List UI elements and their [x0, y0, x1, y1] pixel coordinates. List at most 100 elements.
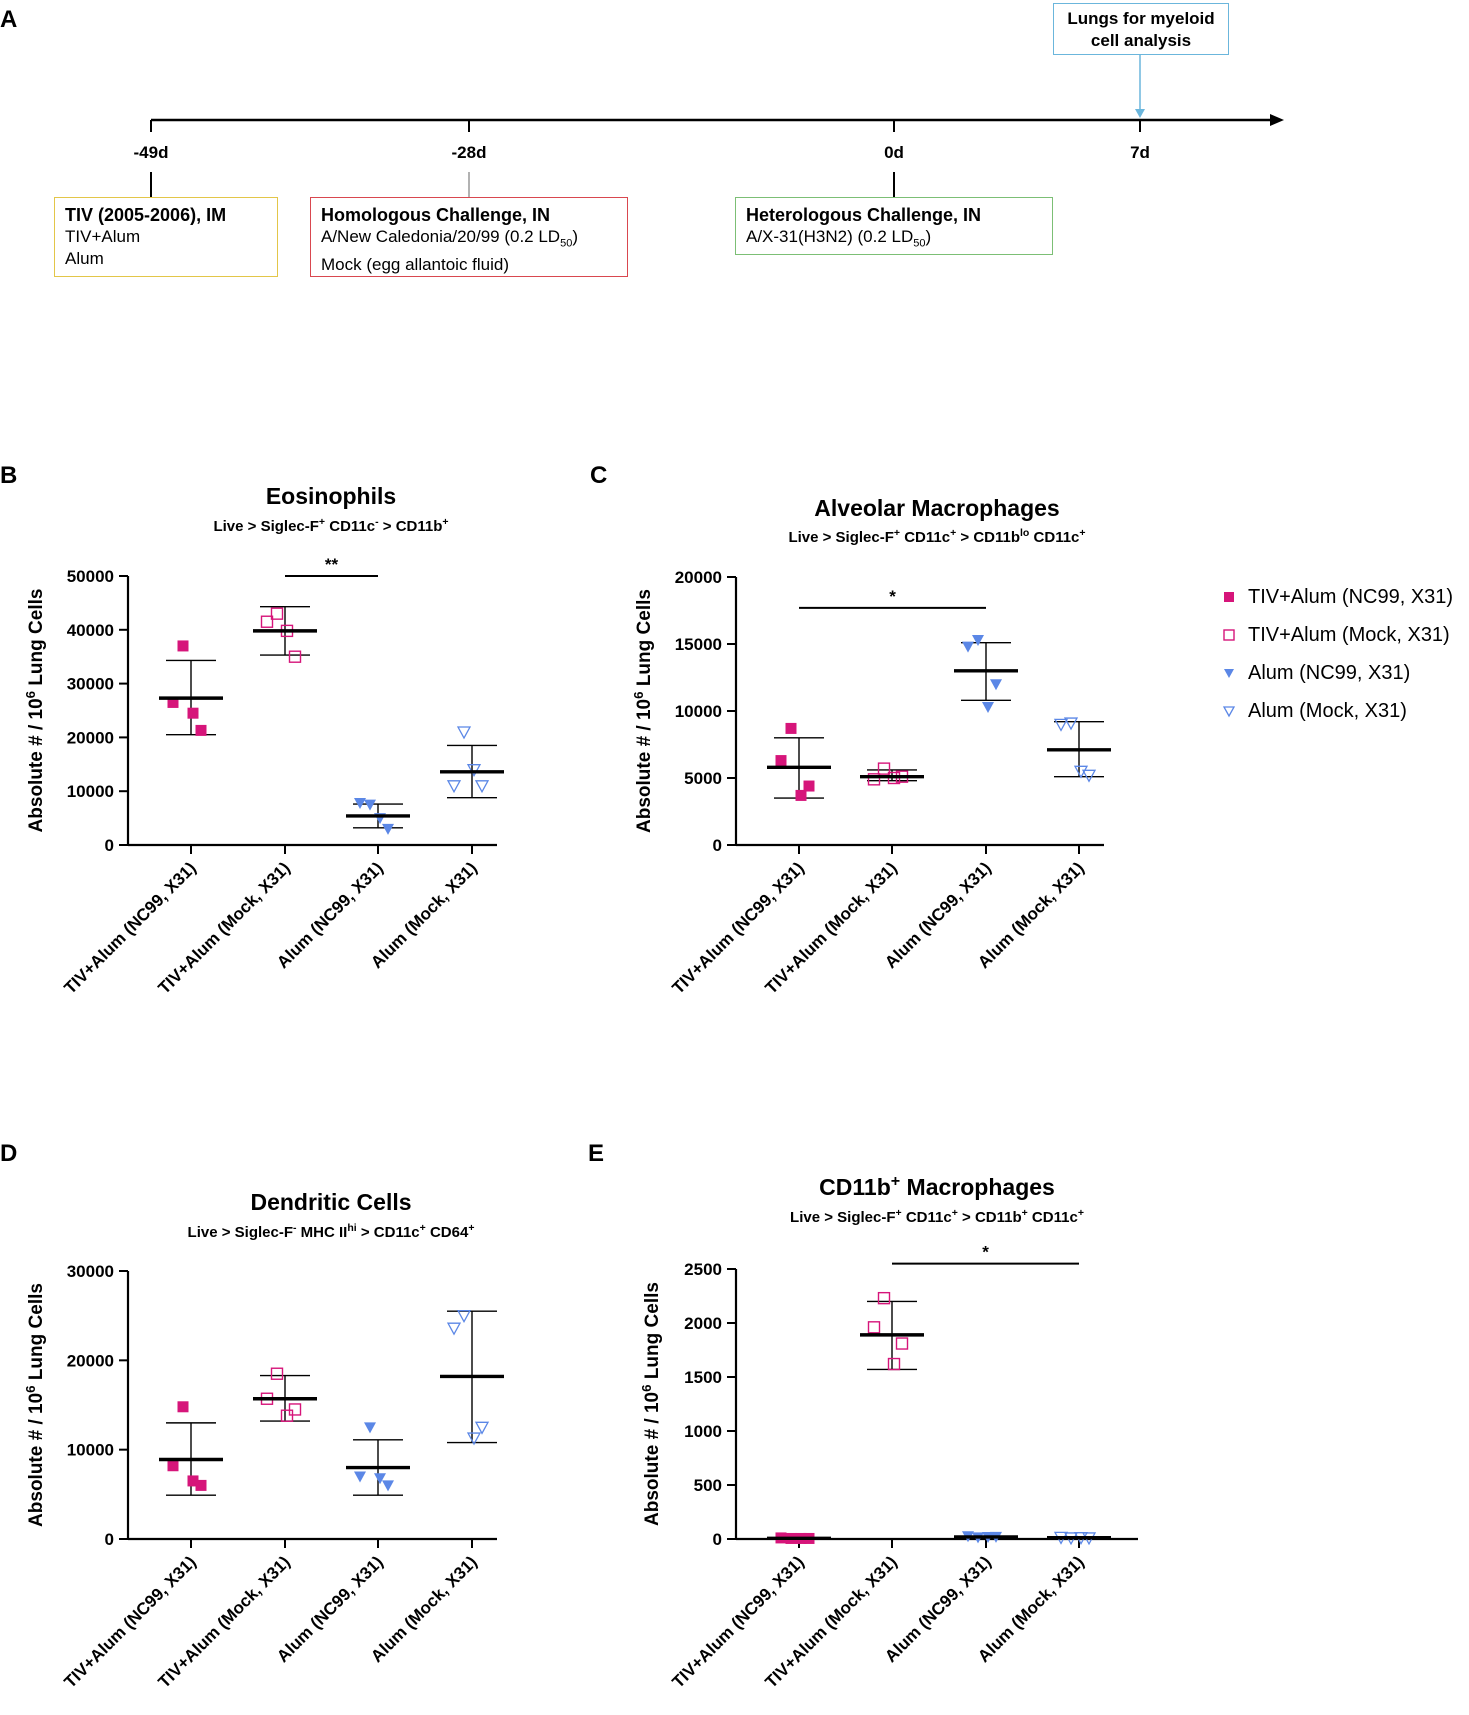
- chart-subtitle-superscript: +: [896, 1207, 902, 1219]
- x-tick-label: Alum (Mock, X31): [367, 858, 481, 972]
- y-tick-label: 30000: [67, 675, 114, 694]
- data-point: [195, 724, 207, 736]
- box-homologous-close: ): [572, 227, 579, 246]
- chart-subtitle: Live > Siglec-F+ CD11c+ > CD11blo CD11c+: [788, 527, 1085, 546]
- data-point: [288, 650, 302, 663]
- y-axis-label-segment: Absolute # / 10: [26, 698, 47, 832]
- data-point: [456, 726, 472, 740]
- data-point: [785, 722, 797, 734]
- chart-subtitle-segment: MHC II: [297, 1224, 348, 1241]
- box-homologous-line-1: A/New Caledonia/20/99 (0.2 LD50): [321, 226, 617, 254]
- legend-item: TIV+Alum (NC99, X31): [1210, 578, 1453, 616]
- y-axis-label-superscript: 6: [639, 1384, 654, 1391]
- chart-title: CD11b+ Macrophages: [819, 1172, 1055, 1200]
- y-tick-label: 20000: [67, 1351, 114, 1370]
- data-point: [446, 1322, 462, 1336]
- data-point: [1063, 717, 1079, 731]
- timeline-label-0: 0d: [884, 143, 904, 162]
- y-tick-label: 15000: [675, 635, 722, 654]
- chart-subtitle-segment: > CD11c: [357, 1224, 420, 1241]
- chart-subtitle-superscript: +: [1079, 527, 1085, 539]
- data-point: [1081, 769, 1097, 783]
- chart-title: Eosinophils: [266, 483, 396, 509]
- chart-subtitle-superscript: +: [952, 1207, 958, 1219]
- y-axis-label-segment: Lung Cells: [642, 1282, 663, 1384]
- legend-label: Alum (Mock, X31): [1248, 699, 1407, 722]
- data-point: [195, 1479, 207, 1491]
- data-point: [382, 823, 394, 835]
- significance-label: **: [325, 555, 339, 574]
- data-point: [177, 1401, 189, 1413]
- significance-label: *: [982, 1243, 989, 1262]
- chart-subtitle-superscript: -: [293, 1222, 297, 1234]
- box-heterologous-title: Heterologous Challenge, IN: [746, 205, 982, 225]
- y-tick-label: 1000: [684, 1422, 722, 1441]
- chart-subtitle-segment: CD64: [426, 1224, 469, 1241]
- timeline-label-7: 7d: [1130, 143, 1150, 162]
- box-heterologous-line-1: A/X-31(H3N2) (0.2 LD50): [746, 226, 1042, 254]
- data-point: [795, 789, 807, 801]
- data-point: [990, 679, 1002, 691]
- data-point: [354, 798, 366, 810]
- y-tick-label: 40000: [67, 621, 114, 640]
- y-axis-label-segment: Absolute # / 10: [642, 1392, 663, 1526]
- chart-subtitle-segment: Live > Siglec-F: [788, 529, 893, 546]
- filled-square-icon: [1224, 592, 1234, 602]
- chart-subtitle-segment: Live > Siglec-F: [790, 1209, 895, 1226]
- data-point: [374, 1473, 386, 1485]
- callout-lungs: Lungs for myeloid cell analysis: [1053, 3, 1229, 55]
- data-point: [270, 607, 284, 620]
- data-point: [1053, 718, 1069, 732]
- chart-subtitle: Live > Siglec-F+ CD11c+ > CD11b+ CD11c+: [790, 1207, 1084, 1226]
- y-axis-label-segment: Lung Cells: [634, 589, 655, 691]
- y-axis-label-superscript: 6: [631, 691, 646, 698]
- legend: TIV+Alum (NC99, X31) TIV+Alum (Mock, X31…: [1210, 578, 1453, 730]
- chart-subtitle: Live > Siglec-F+ CD11c- > CD11b+: [213, 516, 448, 535]
- y-tick-label: 5000: [684, 769, 722, 788]
- chart-subtitle-superscript: -: [375, 516, 379, 528]
- data-point: [474, 1421, 490, 1435]
- data-point: [280, 1409, 294, 1422]
- callout-line-2: cell analysis: [1090, 31, 1192, 50]
- legend-label: TIV+Alum (NC99, X31): [1248, 585, 1454, 608]
- y-tick-label: 2500: [684, 1260, 722, 1279]
- legend-label: Alum (NC99, X31): [1248, 661, 1411, 684]
- legend-item: Alum (Mock, X31): [1210, 692, 1453, 730]
- chart-subtitle-segment: CD11c: [902, 1209, 952, 1226]
- y-tick-label: 1500: [684, 1368, 722, 1387]
- box-tiv-line-2: Alum: [65, 249, 104, 268]
- open-triangle-down-icon: [1222, 706, 1236, 718]
- data-point: [364, 1422, 376, 1434]
- y-axis-label: Absolute # / 106 Lung Cells: [631, 589, 656, 833]
- box-homologous-line-2: Mock (egg allantoic fluid): [321, 255, 510, 275]
- chart-subtitle-segment: CD11c: [1028, 1209, 1078, 1226]
- chart-subtitle-segment: CD11c: [1029, 529, 1079, 546]
- panel-letter-e: E: [588, 1140, 605, 1167]
- chart-subtitle-superscript: +: [1022, 1207, 1028, 1219]
- box-homologous-strain: A/New Caledonia/20/99 (0.2 LD: [321, 227, 561, 246]
- y-axis-label: Absolute # / 106 Lung Cells: [23, 589, 48, 833]
- y-tick-label: 0: [105, 1530, 114, 1549]
- chart-subtitle-segment: > CD11b: [958, 1209, 1022, 1226]
- data-point: [895, 1337, 909, 1350]
- data-point: [456, 1310, 472, 1324]
- y-tick-label: 10000: [675, 702, 722, 721]
- data-point: [466, 1432, 482, 1446]
- legend-label: TIV+Alum (Mock, X31): [1248, 623, 1450, 646]
- panel-letter-b: B: [0, 462, 18, 489]
- chart-subtitle-superscript: +: [420, 1222, 426, 1234]
- y-tick-label: 0: [105, 836, 114, 855]
- data-point: [877, 1291, 891, 1305]
- filled-triangle-down-icon: [1224, 669, 1234, 678]
- legend-item: TIV+Alum (Mock, X31): [1210, 616, 1453, 654]
- box-heterologous: Heterologous Challenge, IN A/X-31(H3N2) …: [735, 197, 1053, 255]
- chart-subtitle-segment: > CD11b: [956, 529, 1020, 546]
- y-tick-label: 10000: [67, 1441, 114, 1460]
- data-point: [962, 641, 974, 653]
- data-point: [446, 780, 462, 794]
- y-axis-label-superscript: 6: [23, 691, 38, 698]
- y-tick-label: 10000: [67, 782, 114, 801]
- timeline-svg: [150, 54, 1284, 197]
